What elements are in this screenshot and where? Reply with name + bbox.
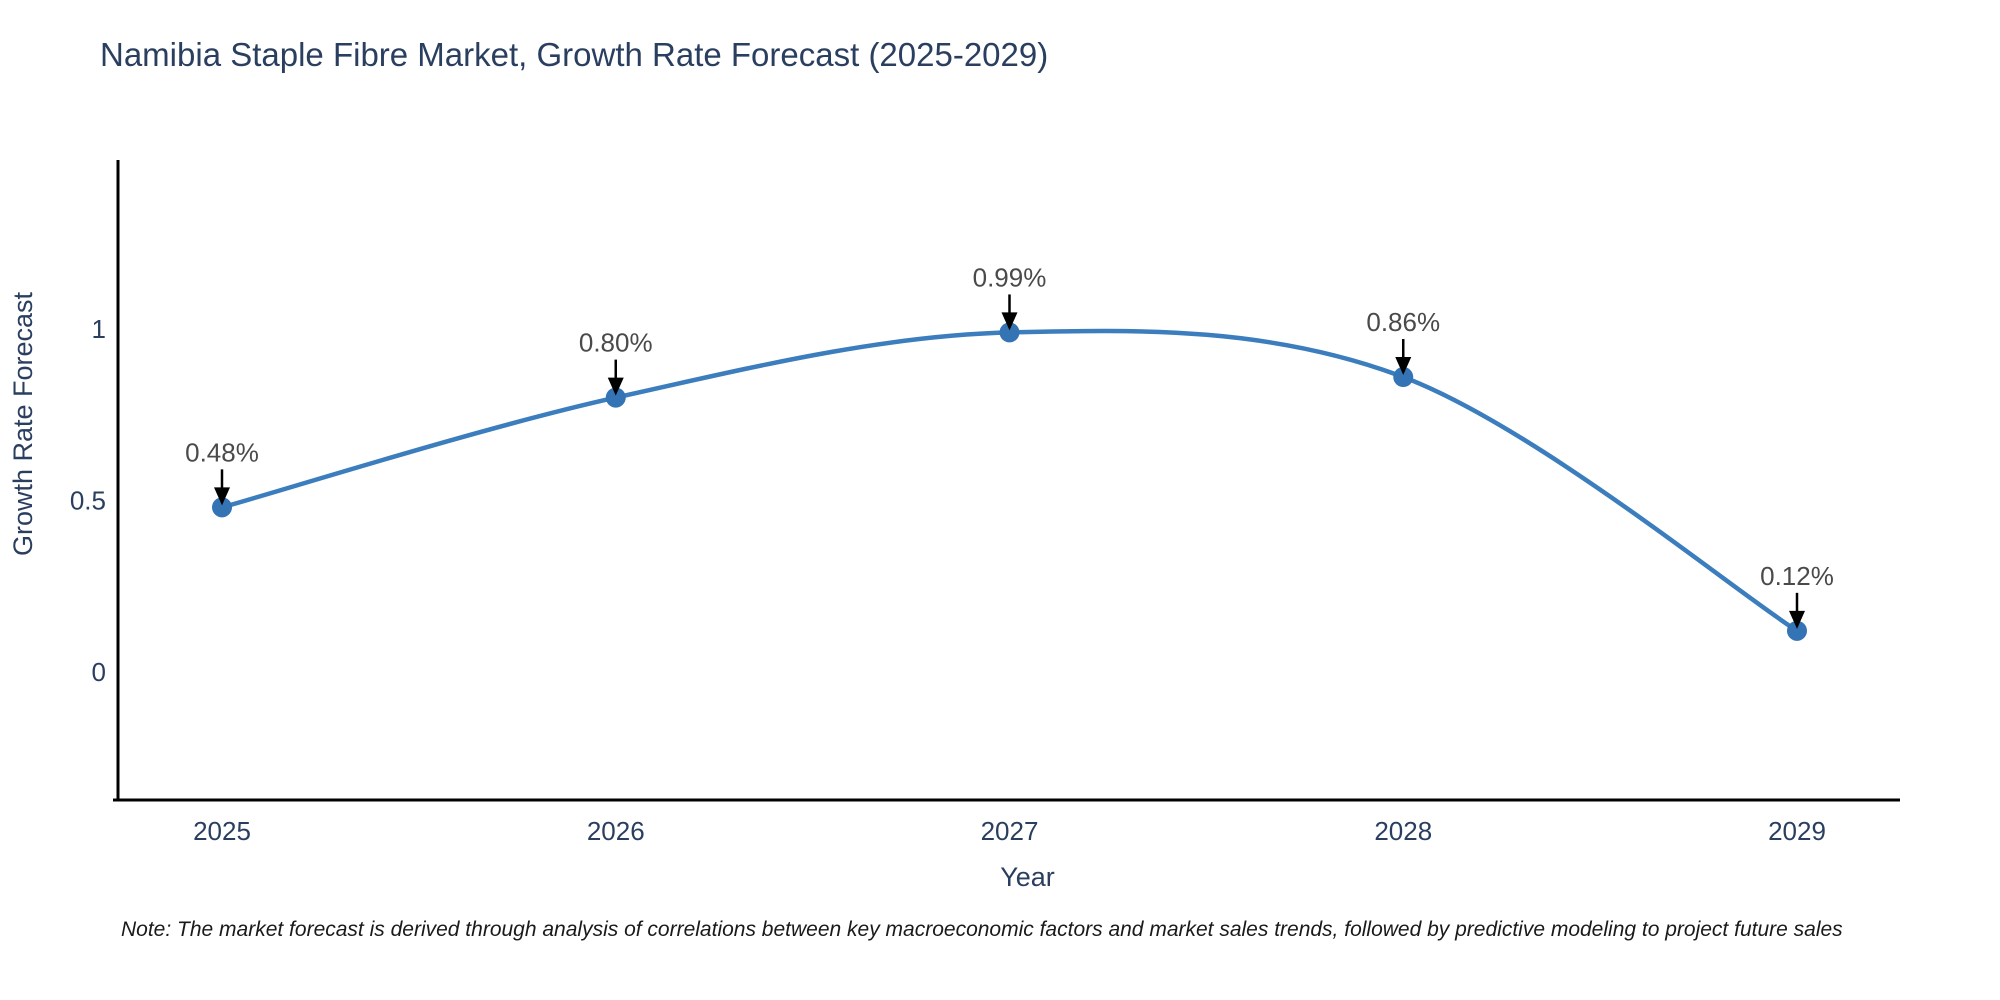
data-point-label: 0.12%	[1760, 561, 1834, 591]
data-point-marker	[212, 497, 232, 518]
annotation-arrowhead-icon	[1789, 610, 1805, 629]
annotation-arrowhead-icon	[214, 487, 230, 506]
x-tick-label: 2026	[587, 816, 645, 846]
annotation-arrowhead-icon	[1395, 357, 1412, 376]
data-point-label: 0.48%	[185, 437, 259, 467]
annotation-arrowhead-icon	[607, 377, 624, 396]
data-point-label: 0.99%	[973, 262, 1047, 292]
chart-footnote: Note: The market forecast is derived thr…	[121, 918, 1843, 941]
y-axis-title: Growth Rate Forecast	[8, 291, 38, 556]
data-point-marker	[1393, 367, 1414, 388]
chart-title: Namibia Staple Fibre Market, Growth Rate…	[100, 36, 1049, 73]
x-tick-label: 2025	[193, 816, 251, 846]
data-point-marker	[605, 387, 626, 408]
x-tick-label: 2029	[1768, 816, 1826, 846]
y-tick-label: 0.5	[70, 486, 106, 516]
x-tick-label: 2028	[1374, 816, 1432, 846]
x-axis-title: Year	[1000, 862, 1055, 892]
data-point-marker	[999, 322, 1020, 343]
annotation-arrowhead-icon	[1001, 312, 1018, 331]
data-point-marker	[1787, 620, 1807, 641]
y-tick-label: 0	[92, 657, 106, 687]
data-point-label: 0.80%	[579, 328, 653, 358]
data-point-label: 0.86%	[1366, 307, 1440, 337]
x-tick-label: 2027	[981, 816, 1039, 846]
y-tick-label: 1	[92, 314, 106, 344]
series-line	[219, 328, 1800, 634]
